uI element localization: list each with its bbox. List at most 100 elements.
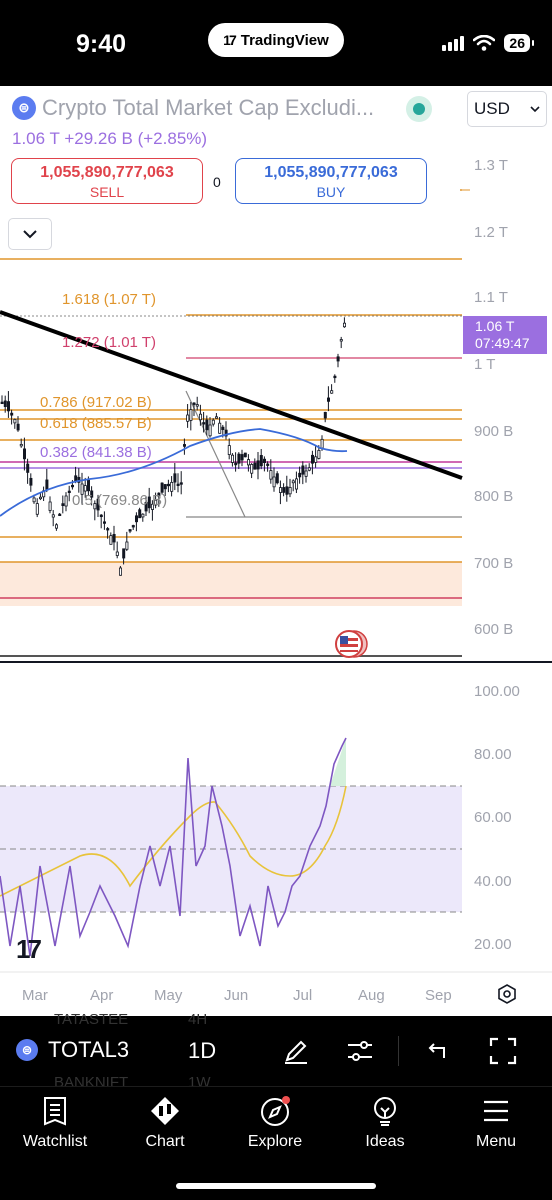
candle-body	[221, 426, 225, 430]
rsi-line	[0, 737, 347, 957]
candle-body	[314, 456, 318, 463]
collapse-button[interactable]	[8, 218, 52, 250]
candle-body	[214, 416, 218, 419]
candle-body	[128, 529, 132, 532]
candle-body	[157, 492, 161, 497]
candle-body	[227, 445, 231, 455]
price-axis-label: 1.2 T	[474, 224, 508, 241]
sell-button[interactable]: 1,055,890,777,063 SELL	[11, 158, 203, 204]
symbol-search-button[interactable]: ⊜ TOTAL3	[16, 1037, 129, 1063]
chevron-down-icon	[23, 230, 37, 239]
buy-button[interactable]: 1,055,890,777,063 BUY	[235, 158, 427, 204]
time-axis-label: Mar	[22, 987, 48, 1004]
candle-body	[186, 414, 190, 422]
app-pill[interactable]: 17 TradingView	[208, 23, 344, 57]
indicators-icon[interactable]	[345, 1036, 375, 1066]
price-axis-label: 800 B	[474, 488, 514, 505]
candle-body	[266, 463, 270, 466]
price-chart-canvas[interactable]	[0, 86, 552, 1016]
candle-body	[253, 462, 257, 470]
candle-body	[93, 503, 97, 510]
candle-body	[87, 479, 91, 492]
us-flag-event-icon[interactable]	[332, 629, 370, 659]
candle-body	[67, 490, 71, 494]
candle-body	[83, 485, 87, 492]
chart-area[interactable]: ⊜ Crypto Total Market Cap Excludi... USD…	[0, 86, 552, 1016]
moving-average-line	[0, 428, 348, 517]
home-indicator	[176, 1183, 376, 1189]
undo-icon[interactable]	[422, 1036, 452, 1066]
price-axis-label: 600 B	[474, 621, 514, 638]
candle-body	[19, 443, 23, 447]
candle-body	[166, 483, 170, 487]
candle-body	[291, 480, 295, 484]
rsi-overbought-fill	[330, 738, 346, 786]
candle-body	[103, 521, 107, 524]
candle-body	[301, 465, 305, 475]
wifi-icon	[473, 35, 496, 51]
battery-icon: 26	[504, 34, 534, 52]
candle-body	[16, 423, 20, 431]
candle-body	[202, 422, 206, 425]
candle-body	[154, 499, 158, 506]
last-price: 1.06 T	[475, 318, 515, 334]
time-axis-label: May	[154, 987, 183, 1004]
candle-body	[326, 397, 330, 402]
market-status-icon[interactable]	[406, 96, 432, 122]
toolbar-symbol: TOTAL3	[48, 1037, 130, 1062]
fib-zone-fill	[0, 562, 462, 606]
candle-body	[195, 404, 199, 407]
chevron-down-icon	[530, 105, 540, 112]
nav-chart[interactable]: Chart	[110, 1095, 220, 1151]
currency-select[interactable]: USD	[467, 91, 547, 127]
candle-body	[269, 470, 273, 480]
nav-ideas[interactable]: Ideas	[330, 1095, 440, 1151]
candle-body	[250, 463, 254, 474]
candle-body	[138, 509, 142, 519]
candle-body	[26, 463, 30, 473]
drawing-tool-icon[interactable]	[281, 1036, 311, 1066]
bottom-nav: Watchlist Chart Explore Ideas Menu	[0, 1086, 552, 1200]
spread-value: 0	[213, 174, 221, 190]
candle-body	[246, 459, 250, 466]
candle-body	[35, 503, 39, 515]
candle-body	[323, 411, 327, 419]
candle-body	[13, 418, 17, 424]
symbol-title[interactable]: Crypto Total Market Cap Excludi...	[42, 95, 375, 120]
rsi-axis-label: 100.00	[474, 683, 520, 700]
interval-button[interactable]: 1D	[188, 1038, 217, 1063]
candle-body	[192, 402, 196, 405]
last-price-tag: 1.06 T 07:49:47	[463, 316, 547, 354]
fib-level-label: 0.5 (769.86 B)	[72, 492, 168, 509]
fib-connector-line	[185, 390, 246, 518]
tradingview-watermark-icon[interactable]: 17	[16, 934, 42, 964]
nav-menu[interactable]: Menu	[441, 1095, 551, 1151]
candle-body	[189, 409, 193, 421]
candle-body	[294, 478, 298, 490]
candle-body	[240, 454, 244, 461]
candle-body	[32, 497, 36, 503]
candle-body	[224, 429, 228, 437]
cellular-signal-icon	[442, 35, 465, 51]
candle-body	[125, 541, 129, 550]
candle-body	[275, 473, 279, 484]
trend-line[interactable]	[0, 310, 463, 480]
sell-label: SELL	[89, 184, 125, 200]
symbol-logo-icon: ⊜	[12, 96, 36, 120]
candle-body	[170, 481, 174, 492]
fullscreen-icon[interactable]	[488, 1036, 518, 1066]
candle-body	[71, 484, 75, 488]
price-summary: 1.06 T +29.26 B (+2.85%)	[12, 129, 207, 149]
price-change-percent: (+2.85%)	[137, 129, 208, 148]
chart-settings-icon[interactable]	[496, 983, 518, 1005]
nav-watchlist[interactable]: Watchlist	[0, 1095, 110, 1151]
candle-body	[141, 513, 145, 518]
candle-body	[182, 444, 186, 447]
rsi-axis-label: 60.00	[474, 809, 512, 826]
candle-body	[45, 479, 49, 490]
candle-body	[272, 476, 276, 488]
candle-body	[115, 551, 119, 556]
nav-explore[interactable]: Explore	[220, 1095, 330, 1151]
symbol-header[interactable]: ⊜ Crypto Total Market Cap Excludi...	[12, 95, 374, 121]
candle-body	[48, 501, 52, 511]
